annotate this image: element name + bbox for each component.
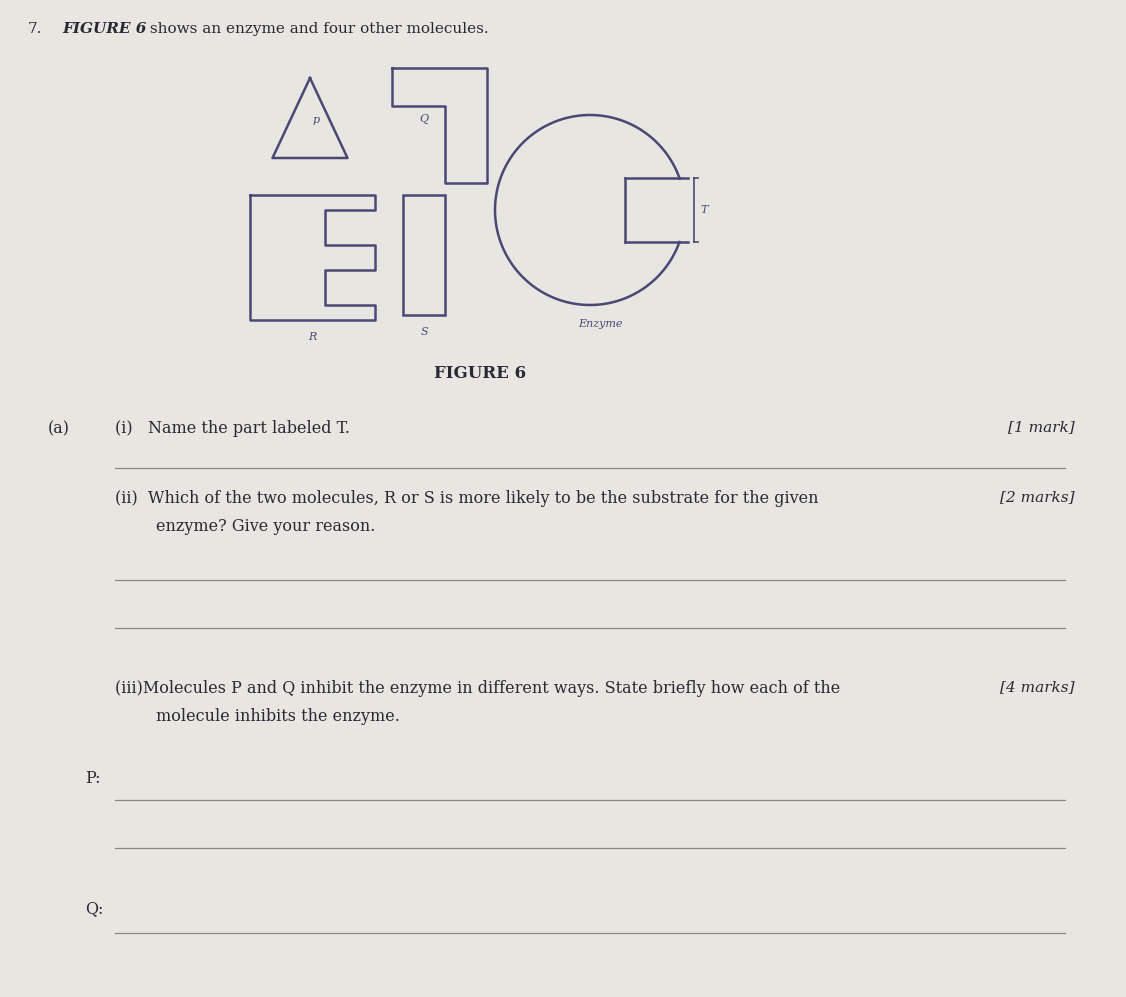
- Text: Q: Q: [420, 114, 429, 124]
- Text: FIGURE 6: FIGURE 6: [62, 22, 146, 36]
- Text: shows an enzyme and four other molecules.: shows an enzyme and four other molecules…: [145, 22, 489, 36]
- Text: molecule inhibits the enzyme.: molecule inhibits the enzyme.: [115, 708, 400, 725]
- Text: (a): (a): [48, 420, 70, 437]
- Text: enzyme? Give your reason.: enzyme? Give your reason.: [115, 518, 375, 535]
- Text: Q:: Q:: [84, 900, 104, 917]
- Text: FIGURE 6: FIGURE 6: [434, 365, 526, 382]
- Text: [2 marks]: [2 marks]: [1000, 490, 1075, 504]
- Text: T: T: [700, 205, 707, 215]
- Text: (i)   Name the part labeled T.: (i) Name the part labeled T.: [115, 420, 350, 437]
- Text: 7.: 7.: [28, 22, 43, 36]
- Text: [1 mark]: [1 mark]: [1008, 420, 1075, 434]
- Bar: [403, 195, 445, 315]
- Text: [4 marks]: [4 marks]: [1000, 680, 1075, 694]
- Text: P:: P:: [84, 770, 100, 787]
- Text: (ii)  Which of the two molecules, R or S is more likely to be the substrate for : (ii) Which of the two molecules, R or S …: [115, 490, 819, 507]
- Text: Enzyme: Enzyme: [578, 319, 623, 329]
- Text: R: R: [309, 332, 316, 342]
- Text: S: S: [420, 327, 428, 337]
- Text: p: p: [313, 115, 320, 125]
- Text: (iii)Molecules P and Q inhibit the enzyme in different ways. State briefly how e: (iii)Molecules P and Q inhibit the enzym…: [115, 680, 840, 697]
